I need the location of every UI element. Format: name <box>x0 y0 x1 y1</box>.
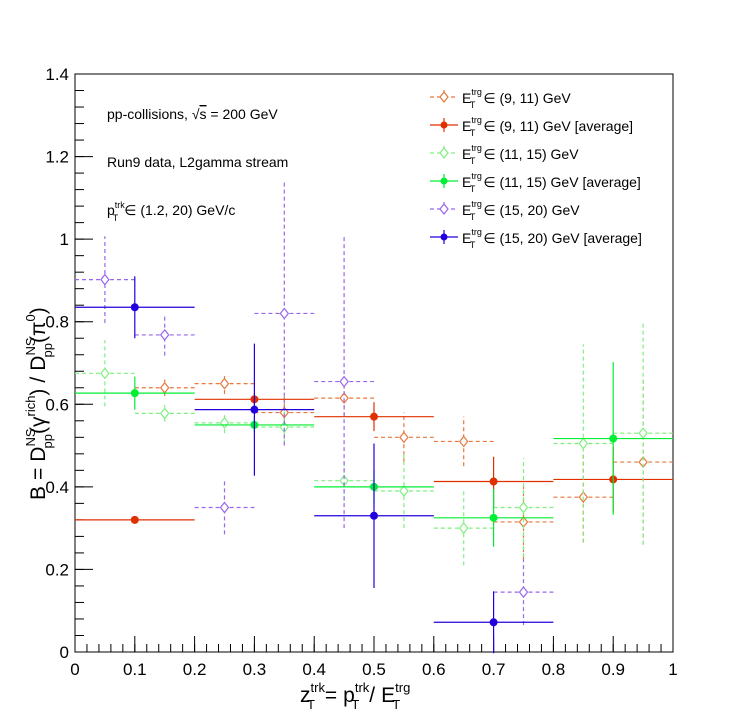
data-point <box>130 303 139 312</box>
data-point <box>159 328 170 341</box>
y-tick-label: 1 <box>60 230 69 249</box>
data-point <box>279 307 290 320</box>
data-point <box>339 375 349 388</box>
y-tick-label: 0 <box>60 643 69 662</box>
data-point <box>100 273 110 286</box>
data-point <box>638 427 648 440</box>
legend-marker <box>439 147 449 159</box>
data-point <box>489 477 498 486</box>
x-tick-label: 0.4 <box>302 660 326 679</box>
data-point <box>458 522 469 535</box>
legend-entry: Etrg T ∈ (9, 11) GeV <box>430 87 571 110</box>
data-point <box>458 435 469 448</box>
data-point <box>130 389 139 398</box>
legend-label: Etrg T ∈ (9, 11) GeV <box>462 87 571 110</box>
y-axis-label: B=DNS pp(γrich)/DNS pp(π0) <box>23 307 55 500</box>
legend-entry: Etrg T ∈ (9, 11) GeV [average] <box>430 115 633 138</box>
y-tick-label: 0.4 <box>45 478 69 497</box>
legend-marker <box>440 233 448 241</box>
y-tick-label: 0.2 <box>45 560 69 579</box>
legend-entry: Etrg T ∈ (11, 15) GeV [average] <box>430 171 641 194</box>
data-point <box>100 367 110 380</box>
series-0 <box>134 373 673 560</box>
data-point <box>489 618 498 627</box>
legend-label: Etrg T ∈ (11, 15) GeV [average] <box>462 171 641 194</box>
data-point <box>159 381 170 394</box>
legend-marker <box>440 121 448 129</box>
annotation-run: Run9 data, L2gamma stream <box>107 154 288 170</box>
legend-marker <box>439 91 449 103</box>
series-4 <box>75 181 554 626</box>
data-point <box>518 586 529 599</box>
legend-label: Etrg T ∈ (15, 20) GeV <box>462 199 580 222</box>
legend: Etrg T ∈ (9, 11) GeV Etrg T ∈ (9, 11) GeV [av… <box>430 87 642 250</box>
data-point <box>609 434 618 443</box>
x-axis-label: ztrk T = ptrk T / Etrg T <box>300 680 410 712</box>
data-point <box>159 407 170 420</box>
data-point <box>399 431 409 444</box>
x-tick-label: 0.9 <box>601 660 625 679</box>
x-tick-label: 0.1 <box>123 660 147 679</box>
x-tick-label: 0.8 <box>542 660 566 679</box>
data-point <box>370 412 378 421</box>
y-tick-label: 1.4 <box>45 65 69 84</box>
x-tick-label: 0.7 <box>482 660 506 679</box>
y-tick-label: 0.6 <box>45 395 69 414</box>
legend-label: Etrg T ∈ (15, 20) GeV [average] <box>462 227 642 250</box>
data-point <box>339 392 349 405</box>
legend-entry: Etrg T ∈ (15, 20) GeV <box>430 199 580 222</box>
series-5 <box>75 276 554 654</box>
data-point <box>518 501 529 514</box>
annotation-ptrk: ptrk T ∈ (1.2, 20) GeV/c <box>107 200 235 223</box>
data-point <box>250 405 259 414</box>
data-point <box>399 485 409 497</box>
legend-marker <box>439 203 449 215</box>
data-point <box>219 377 230 390</box>
data-point <box>578 437 589 450</box>
data-point <box>219 501 230 514</box>
legend-label: Etrg T ∈ (9, 11) GeV [average] <box>462 115 633 138</box>
data-point <box>370 511 378 520</box>
data-point <box>489 513 498 522</box>
data-point <box>219 416 230 429</box>
x-tick-label: 0.3 <box>243 660 267 679</box>
x-tick-label: 0 <box>70 660 79 679</box>
x-tick-label: 1 <box>668 660 677 679</box>
legend-marker <box>440 177 448 185</box>
legend-label: Etrg T ∈ (11, 15) GeV <box>462 143 579 166</box>
legend-entry: Etrg T ∈ (15, 20) GeV [average] <box>430 227 642 250</box>
y-tick-label: 1.2 <box>45 148 69 167</box>
x-tick-label: 0.2 <box>183 660 207 679</box>
legend-entry: Etrg T ∈ (11, 15) GeV <box>430 143 579 166</box>
data-point <box>130 515 139 524</box>
x-tick-label: 0.6 <box>422 660 446 679</box>
annotation-collisions: pp-collisions, √s = 200 GeV <box>107 106 278 122</box>
y-tick-label: 0.8 <box>45 313 69 332</box>
x-tick-label: 0.5 <box>362 660 386 679</box>
